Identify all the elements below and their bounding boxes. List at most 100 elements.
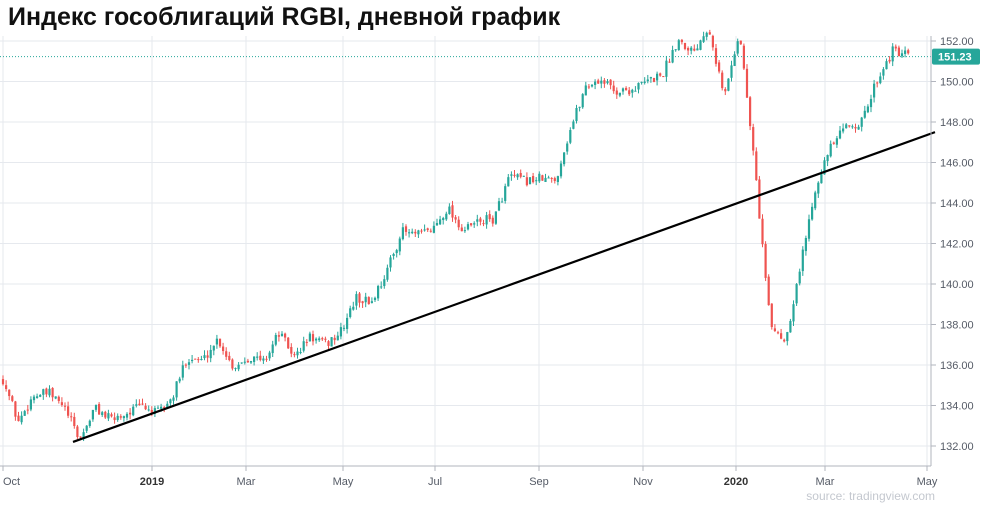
- candle-body: [147, 409, 150, 411]
- candle-body: [724, 89, 727, 92]
- candle-body: [873, 83, 876, 98]
- candle-body: [900, 53, 904, 57]
- candle-body: [854, 126, 857, 129]
- candle-body: [311, 334, 315, 342]
- candle-body: [755, 151, 758, 181]
- candle-body: [888, 59, 891, 62]
- candle-body: [110, 414, 113, 417]
- candle-body: [758, 179, 761, 219]
- candle-body: [674, 49, 677, 51]
- candle-body: [621, 88, 625, 92]
- candle-body: [262, 358, 265, 361]
- candle-body: [339, 327, 342, 337]
- candle-body: [389, 257, 392, 268]
- candle-body: [721, 72, 724, 89]
- candle-body: [451, 205, 454, 218]
- candle-body: [88, 420, 91, 426]
- candle-body: [838, 130, 842, 139]
- candle-body: [640, 81, 643, 83]
- candle-body: [457, 219, 460, 228]
- candle-body: [448, 206, 451, 215]
- candle-body: [274, 334, 277, 345]
- candle-body: [32, 396, 36, 401]
- candle-body: [587, 86, 590, 88]
- candle-body: [609, 79, 612, 86]
- candle-body: [383, 279, 386, 287]
- x-tick-label: Nov: [633, 476, 653, 488]
- candle-body: [718, 62, 721, 72]
- candle-body: [175, 381, 178, 398]
- candle-body: [107, 413, 110, 419]
- candle-body: [907, 50, 910, 54]
- candle-body: [228, 355, 231, 361]
- candle-body: [683, 42, 687, 49]
- candle-body: [206, 355, 209, 358]
- candle-body: [181, 365, 184, 378]
- candle-body: [386, 267, 389, 280]
- candle-body: [869, 98, 873, 108]
- candle-body: [76, 426, 79, 437]
- candle-body: [857, 126, 860, 130]
- candle-body: [442, 218, 445, 221]
- candle-body: [277, 335, 280, 337]
- candle-body: [736, 41, 739, 54]
- x-tick-label: Mar: [816, 476, 835, 488]
- y-tick-label: 136.00: [940, 360, 974, 372]
- candle-body: [104, 411, 107, 418]
- candle-body: [745, 68, 749, 98]
- candle-body: [842, 128, 845, 132]
- candle-body: [57, 396, 60, 401]
- x-tick-label: 2020: [724, 476, 748, 488]
- candle-body: [563, 152, 566, 165]
- candle-body: [414, 231, 417, 234]
- candle-body: [665, 60, 668, 77]
- candle-body: [370, 301, 373, 303]
- candle-body: [535, 180, 538, 182]
- candle-body: [804, 237, 807, 252]
- candle-body: [420, 230, 423, 232]
- candle-body: [544, 177, 547, 182]
- candle-body: [566, 143, 569, 152]
- candle-body: [742, 45, 745, 69]
- candle-body: [780, 333, 783, 339]
- candle-body: [522, 175, 525, 177]
- candle-body: [649, 77, 652, 79]
- candle-body: [293, 354, 296, 356]
- candle-body: [817, 182, 820, 194]
- candle-body: [801, 249, 804, 272]
- candle-body: [590, 84, 594, 87]
- candle-body: [342, 327, 346, 329]
- candle-body: [305, 341, 308, 343]
- y-tick-label: 142.00: [940, 239, 974, 251]
- candle-body: [525, 177, 528, 186]
- candle-body: [70, 416, 73, 418]
- candle-body: [876, 82, 879, 84]
- candle-body: [94, 405, 98, 410]
- candle-body: [29, 399, 32, 410]
- candle-body: [194, 358, 197, 360]
- candle-body: [652, 77, 656, 82]
- grid: [0, 36, 931, 466]
- candle-body: [885, 61, 888, 70]
- candle-body: [91, 409, 94, 420]
- candle-body: [776, 332, 780, 334]
- candle-body: [125, 413, 129, 418]
- candle-body: [178, 378, 181, 382]
- candle-body: [426, 228, 429, 231]
- y-tick-label: 138.00: [940, 320, 974, 332]
- x-tick-label: May: [333, 476, 354, 488]
- candle-body: [141, 403, 144, 405]
- y-tick-label: 148.00: [940, 117, 974, 129]
- candle-body: [848, 125, 851, 127]
- y-tick-label: 150.00: [940, 77, 974, 89]
- x-tick-label: Jul: [428, 476, 442, 488]
- candle-body: [699, 40, 702, 50]
- candle-body: [101, 412, 104, 415]
- candle-body: [789, 320, 792, 333]
- candle-body: [714, 48, 718, 64]
- candle-body: [894, 46, 897, 49]
- candle-body: [897, 47, 900, 57]
- candle-body: [863, 110, 866, 118]
- candle-body: [693, 48, 696, 51]
